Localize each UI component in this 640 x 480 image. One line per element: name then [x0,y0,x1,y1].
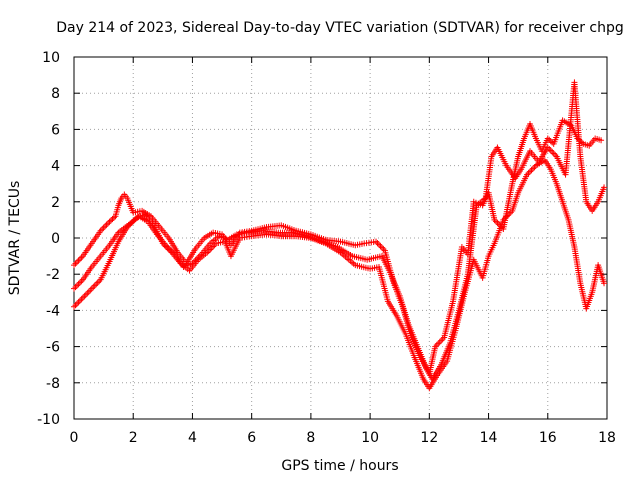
x-axis-title: GPS time / hours [281,458,398,474]
plot-frame [73,56,608,420]
data-point-series-0 [547,138,554,145]
y-tick-label: -6 [46,340,60,356]
x-tick-label: 14 [480,430,498,446]
data-points [71,79,608,392]
x-tick-label: 16 [539,430,557,446]
y-tick-label: 4 [51,159,60,175]
data-point-series-1 [601,280,608,287]
data-point-series-0 [598,137,605,144]
y-tick-label: 10 [42,50,60,66]
x-tick-label: 12 [420,430,438,446]
y-tick-label: -8 [46,376,60,392]
y-tick-label: -2 [46,267,60,283]
data-point-series-0 [106,218,113,225]
data-point-series-2 [601,184,608,191]
x-tick-label: 2 [129,430,138,446]
y-tick-label: -10 [37,412,60,428]
x-tick-label: 8 [306,430,315,446]
y-tick-label: 8 [51,86,60,102]
y-tick-label: -4 [46,303,60,319]
y-axis-title: SDTVAR / TECUs [7,181,23,296]
data-point-series-0 [110,214,117,221]
data-point-series-0 [546,136,553,143]
y-tick-label: 2 [51,195,60,211]
data-point-series-0 [109,215,116,222]
x-tick-label: 4 [188,430,197,446]
y-tick-label: 0 [51,231,60,247]
x-tick-label: 18 [598,430,616,446]
x-tick-label: 6 [247,430,256,446]
chart-title: Day 214 of 2023, Sidereal Day-to-day VTE… [56,20,624,36]
y-tick-label: 6 [51,122,60,138]
data-point-series-0 [578,139,585,146]
x-tick-label: 0 [70,430,79,446]
tick-labels: 0 2 4 6 8 10 12 14 16 18 -10 -8 -6 -4 -2 0 2 4 6 8 10 [37,50,616,446]
x-tick-label: 10 [361,430,379,446]
data-point-series-0 [544,135,551,142]
data-point-series-0 [108,217,115,224]
axis-ticks [73,56,608,420]
